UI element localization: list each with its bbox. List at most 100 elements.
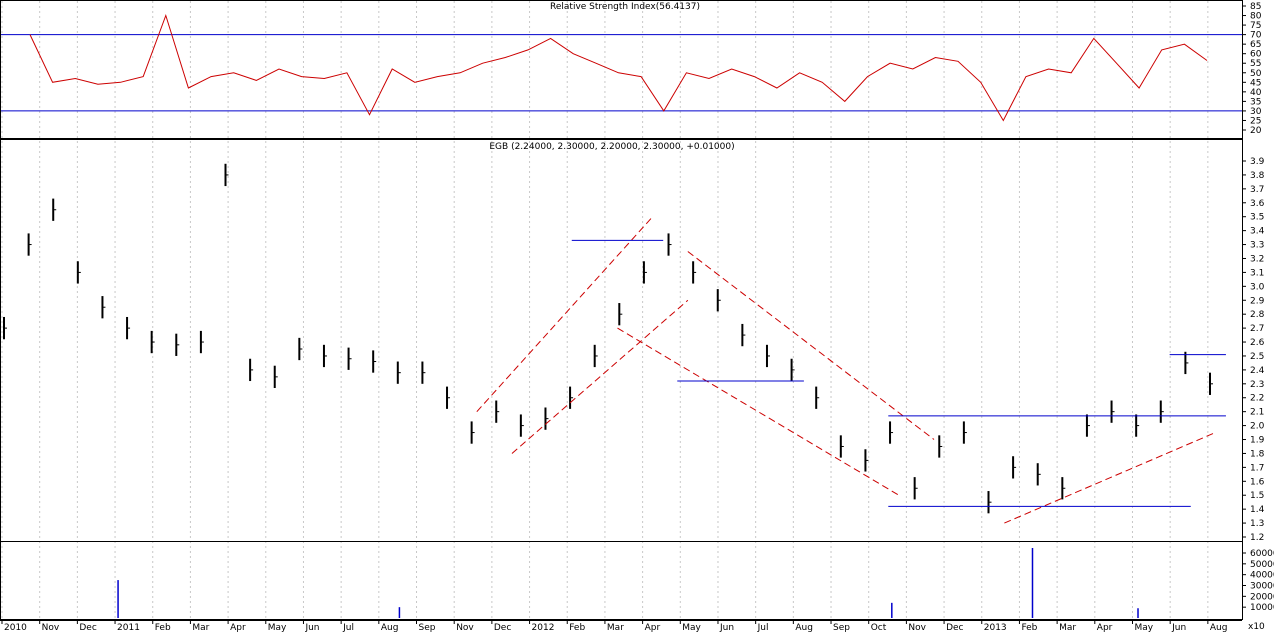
- y-tick-label: 10000: [1250, 603, 1274, 613]
- y-tick-label: 60: [1250, 50, 1262, 60]
- y-tick-label: 2.1: [1250, 408, 1264, 418]
- price-title: EGB (2.24000, 2.30000, 2.20000, 2.30000,…: [489, 142, 734, 152]
- y-tick-label: 50: [1250, 69, 1262, 79]
- x-tick-label: Aug: [1210, 623, 1228, 632]
- x-tick-label: May: [268, 623, 287, 632]
- x-tick-label: Apr: [645, 623, 661, 632]
- y-tick-label: 2.2: [1250, 394, 1264, 404]
- y-tick-label: 60000: [1250, 549, 1274, 559]
- x-tick-label: Jun: [1171, 623, 1186, 632]
- y-tick-label: 50000: [1250, 560, 1274, 570]
- y-tick-label: 1.9: [1250, 436, 1265, 446]
- levels: [571, 239, 1226, 507]
- trendline: [1004, 432, 1216, 524]
- volume-bars: [117, 548, 1139, 618]
- x-tick-label: Feb: [155, 623, 171, 632]
- y-tick-label: 40: [1250, 88, 1262, 98]
- x-tick-label: Nov: [456, 623, 474, 632]
- x-tick-label: Feb: [1021, 623, 1037, 632]
- y-tick-label: 1.8: [1250, 449, 1265, 459]
- x-tick-label: Feb: [569, 623, 585, 632]
- x-tick-label: Dec: [494, 623, 511, 632]
- y-tick-label: 80: [1250, 12, 1262, 22]
- x-tick-label: Jun: [719, 623, 734, 632]
- y-tick-label: 25: [1250, 116, 1261, 126]
- y-tick-label: 3.9: [1250, 157, 1265, 167]
- y-tick-label: 2.9: [1250, 296, 1265, 306]
- y-tick-label: 3.6: [1250, 199, 1265, 209]
- y-tick-label: 1.3: [1250, 519, 1264, 529]
- y-tick-label: 3.2: [1250, 254, 1264, 264]
- trendline: [511, 299, 689, 454]
- x-tick-label: 2012: [532, 623, 555, 632]
- y-tick-label: 1.4: [1250, 505, 1265, 515]
- price-bars: [3, 163, 1213, 514]
- y-tick-label: 3.3: [1250, 241, 1264, 251]
- x-tick-label: Mar: [192, 623, 209, 632]
- x-tick-label: 2010: [4, 623, 27, 632]
- y-tick-label: 55: [1250, 59, 1261, 69]
- y-tick-label: 30000: [1250, 582, 1274, 592]
- y-tick-label: 1.5: [1250, 491, 1264, 501]
- x-tick-label: May: [682, 623, 701, 632]
- y-tick-label: 3.0: [1250, 282, 1265, 292]
- y-tick-label: 45: [1250, 78, 1261, 88]
- x-tick-label: Mar: [1059, 623, 1076, 632]
- y-tick-label: 30: [1250, 107, 1262, 117]
- y-tick-label: 2.0: [1250, 422, 1265, 432]
- y-tick-label: 70: [1250, 31, 1262, 41]
- y-tick-label: 2.8: [1250, 310, 1265, 320]
- y-tick-label: 2.3: [1250, 380, 1264, 390]
- volume-y-axis: 600005000040000300002000010000: [1242, 549, 1274, 613]
- x-tick-label: Sep: [833, 623, 850, 632]
- y-tick-label: 85: [1250, 2, 1261, 12]
- volume-unit-label: x10: [1248, 622, 1265, 632]
- y-tick-label: 3.8: [1250, 171, 1265, 181]
- x-tick-label: Jul: [757, 623, 769, 632]
- price-y-axis: 3.9 3.8 3.7 3.6 3.5 3.4 3.3 3.2 3.1 3.0 2.9 2.8 2.7 2…: [1242, 157, 1265, 543]
- x-tick-label: Dec: [946, 623, 963, 632]
- y-tick-label: 2.5: [1250, 352, 1264, 362]
- y-tick-label: 40000: [1250, 571, 1274, 581]
- y-tick-label: 65: [1250, 40, 1261, 50]
- rsi-bands: [1, 34, 1242, 112]
- x-tick-label: Apr: [230, 623, 246, 632]
- rsi-panel-border: [0, 0, 1243, 139]
- rsi-line: [29, 13, 1208, 122]
- x-tick-label: Apr: [1097, 623, 1113, 632]
- x-tick-label: Jul: [342, 623, 354, 632]
- y-tick-label: 2.4: [1250, 366, 1265, 376]
- x-tick-label: May: [1134, 623, 1153, 632]
- y-tick-label: 3.5: [1250, 213, 1264, 223]
- y-tick-label: 3.4: [1250, 227, 1265, 237]
- y-tick-label: 35: [1250, 97, 1261, 107]
- x-tick-label: Oct: [871, 623, 887, 632]
- x-tick-label: 2013: [984, 623, 1007, 632]
- x-tick-label: Nov: [42, 623, 60, 632]
- y-tick-label: 1.6: [1250, 477, 1265, 487]
- x-tick-label: Aug: [381, 623, 399, 632]
- x-tick-label: 2011: [117, 623, 140, 632]
- x-tick-label: Dec: [79, 623, 96, 632]
- trendlines: [476, 216, 1216, 524]
- x-tick-label: Aug: [795, 623, 813, 632]
- x-axis: 2010 Nov Dec 2011 Feb Mar Apr May Jun Jul Aug Sep No…: [1, 620, 1228, 632]
- trendline: [687, 251, 935, 440]
- grid: [1, 1, 1209, 619]
- y-tick-label: 2.6: [1250, 338, 1265, 348]
- y-tick-label: 1.2: [1250, 533, 1264, 543]
- x-tick-label: Nov: [908, 623, 926, 632]
- x-tick-label: Sep: [419, 623, 436, 632]
- rsi-title: Relative Strength Index(56.4137): [550, 2, 700, 12]
- x-tick-label: Jun: [304, 623, 319, 632]
- y-tick-label: 3.7: [1250, 185, 1264, 195]
- x-tick-label: Mar: [607, 623, 624, 632]
- y-tick-label: 2.7: [1250, 324, 1264, 334]
- y-tick-label: 3.1: [1250, 268, 1264, 278]
- y-tick-label: 75: [1250, 21, 1261, 31]
- y-tick-label: 1.7: [1250, 463, 1264, 473]
- volume-panel-border: [0, 541, 1243, 620]
- y-tick-label: 20: [1250, 126, 1262, 136]
